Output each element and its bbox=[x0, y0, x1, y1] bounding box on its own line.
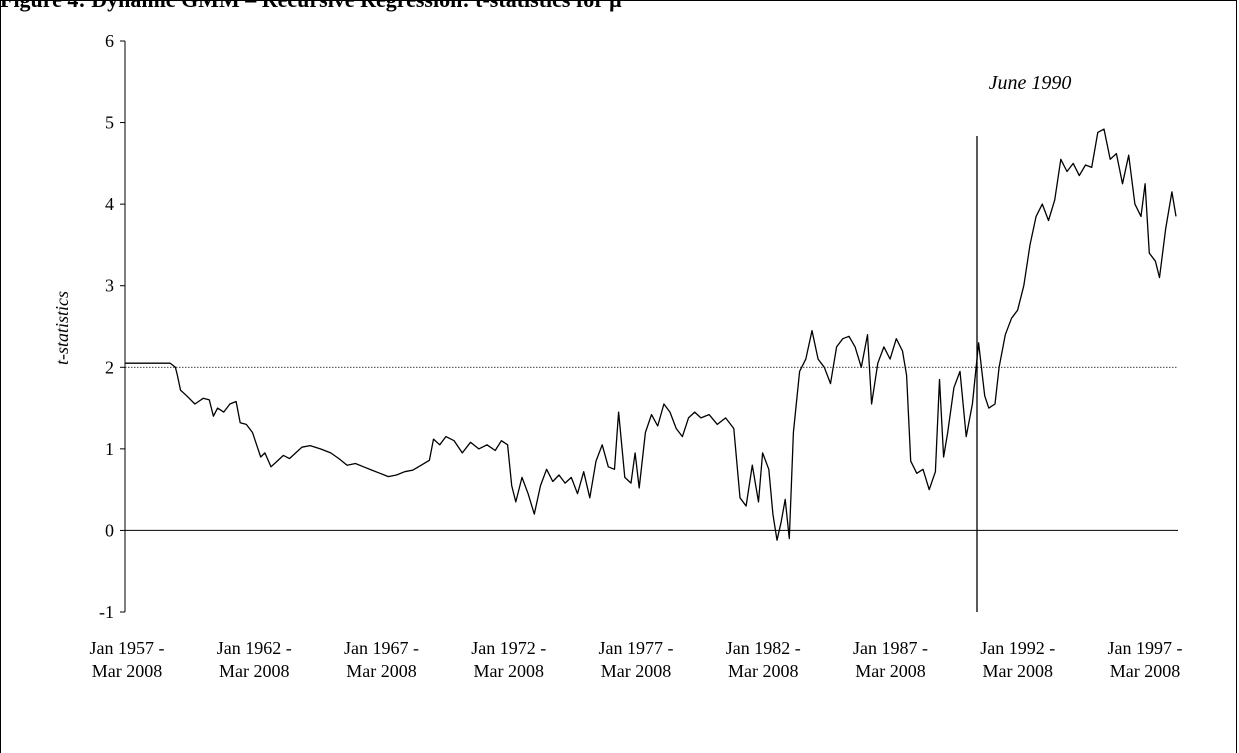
x-tick-label: Jan 1957 -Mar 2008 bbox=[90, 638, 165, 681]
y-tick-label: -1 bbox=[99, 602, 114, 622]
y-tick-label: 1 bbox=[105, 439, 114, 459]
x-tick-label: Jan 1967 -Mar 2008 bbox=[344, 638, 419, 681]
series-line-1 bbox=[125, 128, 1177, 541]
x-tick-label: Jan 1982 -Mar 2008 bbox=[726, 638, 801, 681]
figure-title: Figure 4: Dynamic GMM – Recursive Regres… bbox=[0, 0, 622, 13]
x-tick-label: Jan 1962 -Mar 2008 bbox=[217, 638, 292, 681]
x-tick-label: Jan 1992 -Mar 2008 bbox=[980, 638, 1055, 681]
y-tick-label: 4 bbox=[105, 194, 114, 214]
series-group bbox=[125, 128, 1177, 541]
reference-lines bbox=[125, 366, 1178, 531]
y-tick-label: 0 bbox=[105, 520, 114, 540]
x-axis: Jan 1957 -Mar 2008 Jan 1962 -Mar 2008 Jan … bbox=[90, 638, 1183, 681]
y-tick-label: 5 bbox=[105, 113, 114, 133]
annotation-label: June 1990 bbox=[989, 72, 1072, 94]
y-tick-label: 3 bbox=[105, 276, 114, 296]
y-axis-label: t-statistics bbox=[52, 291, 72, 365]
y-tick-label: 6 bbox=[105, 31, 114, 51]
x-tick-label: Jan 1972 -Mar 2008 bbox=[471, 638, 546, 681]
annotation-group: June 1990 bbox=[976, 72, 1072, 612]
y-axis: -1 0 1 2 3 4 5 6 bbox=[99, 31, 126, 622]
x-tick-label: Jan 1977 -Mar 2008 bbox=[599, 638, 674, 681]
x-tick-label: Jan 1987 -Mar 2008 bbox=[853, 638, 928, 681]
y-tick-label: 2 bbox=[105, 357, 114, 377]
x-tick-label: Jan 1997 -Mar 2008 bbox=[1108, 638, 1183, 681]
